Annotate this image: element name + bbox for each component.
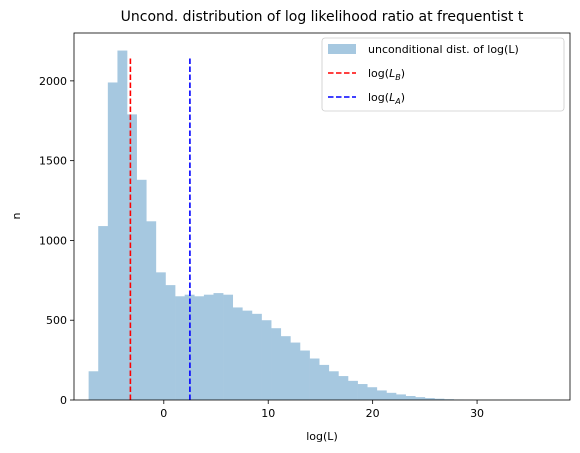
bars-layer bbox=[88, 50, 560, 401]
chart-title: Uncond. distribution of log likelihood r… bbox=[121, 9, 524, 25]
histogram-bar bbox=[203, 294, 214, 400]
x-tick-label: 30 bbox=[470, 407, 484, 420]
legend-lb-label: log(LB) bbox=[368, 67, 405, 82]
x-ticks: 0 10 20 30 bbox=[160, 400, 484, 420]
histogram-bar bbox=[223, 294, 234, 400]
histogram-bar bbox=[213, 293, 224, 400]
histogram-bar bbox=[232, 307, 243, 400]
x-tick-label: 0 bbox=[160, 407, 167, 420]
histogram-bar bbox=[136, 179, 147, 400]
legend-histogram-swatch bbox=[328, 44, 356, 54]
histogram-bar bbox=[405, 396, 416, 400]
histogram-bar bbox=[127, 114, 137, 400]
histogram-bar bbox=[261, 320, 272, 400]
histogram-bar bbox=[319, 364, 330, 400]
x-tick-label: 10 bbox=[261, 407, 275, 420]
histogram-bar bbox=[424, 398, 435, 400]
histogram-bar bbox=[299, 350, 310, 400]
legend-histogram-label: unconditional dist. of log(L) bbox=[368, 43, 519, 56]
x-axis-label: log(L) bbox=[306, 430, 337, 443]
histogram-bar bbox=[242, 310, 253, 400]
histogram-bar bbox=[367, 387, 378, 400]
histogram-bar bbox=[386, 392, 397, 400]
histogram-bar bbox=[328, 371, 339, 400]
histogram-bar bbox=[155, 272, 166, 400]
histogram-bar bbox=[88, 371, 99, 400]
histogram-bar bbox=[338, 376, 349, 400]
y-tick-label: 500 bbox=[46, 314, 67, 327]
histogram-bar bbox=[165, 285, 176, 400]
histogram-bar bbox=[309, 358, 320, 400]
histogram-bar bbox=[117, 50, 128, 401]
histogram-bar bbox=[271, 328, 282, 400]
legend-box bbox=[321, 37, 565, 112]
legend-la-label: log(LA) bbox=[368, 91, 405, 106]
histogram-bar bbox=[434, 398, 445, 400]
y-tick-label: 2000 bbox=[39, 75, 67, 88]
histogram-bar bbox=[348, 380, 358, 400]
y-ticks: 0 500 1000 1500 2000 bbox=[39, 75, 74, 407]
histogram-bar bbox=[194, 296, 205, 400]
y-tick-label: 0 bbox=[60, 394, 67, 407]
histogram-bar bbox=[251, 313, 262, 400]
histogram-bar bbox=[98, 226, 109, 400]
histogram-bar bbox=[396, 394, 406, 400]
plot-frame bbox=[73, 32, 571, 401]
legend: unconditional dist. of log(L) log(LB) lo… bbox=[321, 37, 565, 112]
y-tick-label: 1000 bbox=[39, 234, 67, 247]
histogram-bar bbox=[290, 342, 301, 400]
x-tick-label: 20 bbox=[366, 407, 380, 420]
vlines-layer bbox=[129, 56, 191, 400]
y-tick-label: 1500 bbox=[39, 155, 67, 168]
histogram-bar bbox=[146, 221, 157, 400]
histogram-bar bbox=[376, 390, 387, 400]
histogram-bar bbox=[107, 82, 118, 400]
y-axis-label: n bbox=[10, 212, 23, 219]
histogram-bar bbox=[357, 384, 368, 400]
histogram-bar bbox=[280, 336, 291, 400]
histogram-bar bbox=[175, 296, 185, 400]
histogram-bar bbox=[415, 397, 426, 400]
